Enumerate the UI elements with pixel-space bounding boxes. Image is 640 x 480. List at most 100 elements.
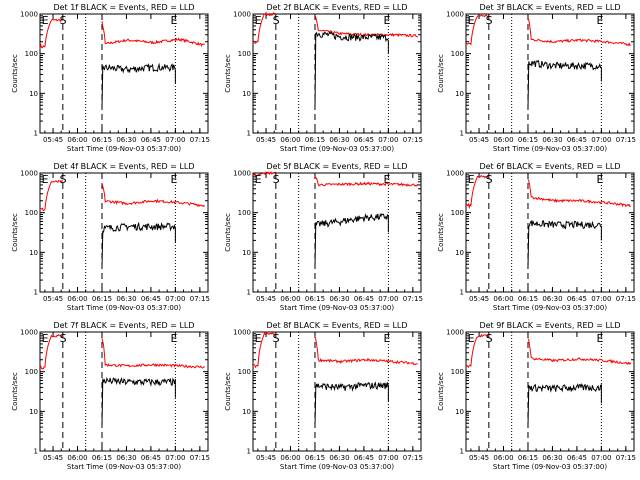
detector-panel-7 <box>39 331 209 452</box>
event-marker-label: S <box>486 173 493 186</box>
x-tick-label: 06:15 <box>518 295 538 303</box>
plot-frame <box>39 172 209 293</box>
y-tick-label: 10 <box>242 249 251 257</box>
lld-series-post <box>527 17 631 47</box>
detector-panel-5 <box>252 171 422 293</box>
y-axis-label: Counts/sec <box>11 372 19 411</box>
lld-series-pre <box>39 334 63 370</box>
plot-frame <box>465 331 635 452</box>
y-axis-label: Counts/sec <box>11 54 19 93</box>
x-tick-label: 05:45 <box>256 295 276 303</box>
plot-frame <box>252 172 422 293</box>
panel-title: Det 6f BLACK = Events, RED = LLD <box>479 162 620 171</box>
x-tick-label: 06:30 <box>542 295 562 303</box>
y-tick-label: 1000 <box>233 170 251 178</box>
events-series <box>314 30 389 110</box>
y-tick-label: 1 <box>247 130 251 138</box>
y-axis-label: Counts/sec <box>437 54 445 93</box>
x-tick-label: 07:00 <box>591 136 611 144</box>
lld-series-pre <box>39 179 63 212</box>
plot-frame <box>39 13 209 134</box>
events-series <box>314 212 389 269</box>
x-tick-label: 06:15 <box>92 295 112 303</box>
event-marker-label: E <box>596 173 603 186</box>
lld-series-post <box>314 336 418 366</box>
lld-series-post <box>314 14 418 38</box>
x-tick-label: 07:00 <box>378 136 398 144</box>
x-tick-label: 06:45 <box>141 454 161 462</box>
x-tick-label: 05:45 <box>43 295 63 303</box>
event-marker-label: E <box>170 14 177 27</box>
x-axis-label: Start Time (09-Nov-03 05:37:00) <box>493 463 607 471</box>
y-tick-label: 1 <box>247 448 251 456</box>
lld-series-pre <box>465 14 490 46</box>
y-axis-label: Counts/sec <box>11 213 19 252</box>
x-tick-label: 06:45 <box>354 454 374 462</box>
x-tick-label: 07:00 <box>591 454 611 462</box>
y-tick-label: 10 <box>29 408 38 416</box>
plot-frame <box>252 331 422 452</box>
x-tick-label: 06:30 <box>542 136 562 144</box>
panel-title: Det 9f BLACK = Events, RED = LLD <box>479 321 620 330</box>
lld-series-post <box>527 179 631 208</box>
y-tick-label: 10 <box>455 249 464 257</box>
x-tick-label: 06:00 <box>67 295 87 303</box>
detector-panel-9 <box>465 331 635 452</box>
event-marker-label: S <box>273 14 280 27</box>
x-axis-label: Start Time (09-Nov-03 05:37:00) <box>493 304 607 312</box>
panel-title: Det 1f BLACK = Events, RED = LLD <box>53 3 194 12</box>
x-tick-label: 07:00 <box>165 295 185 303</box>
x-tick-label: 05:45 <box>256 454 276 462</box>
y-tick-label: 1 <box>247 289 251 297</box>
y-tick-label: 100 <box>238 50 251 58</box>
lld-series-pre <box>252 171 277 177</box>
y-tick-label: 10 <box>242 90 251 98</box>
detector-panel-4 <box>39 172 209 293</box>
lld-series-post <box>314 175 419 187</box>
event-marker-label: E <box>170 173 177 186</box>
plot-frame <box>465 13 635 134</box>
x-tick-label: 06:30 <box>542 454 562 462</box>
x-tick-label: 05:45 <box>469 454 489 462</box>
y-tick-label: 1000 <box>233 11 251 19</box>
y-tick-label: 1 <box>34 289 38 297</box>
detector-panel-6 <box>465 172 635 293</box>
x-tick-label: 06:00 <box>67 136 87 144</box>
y-tick-label: 1 <box>460 448 464 456</box>
x-tick-label: 06:45 <box>567 136 587 144</box>
event-marker-label: E <box>170 332 177 345</box>
x-tick-label: 06:15 <box>305 454 325 462</box>
y-tick-label: 1000 <box>20 11 38 19</box>
event-marker-label: E <box>255 14 262 27</box>
x-tick-label: 05:45 <box>469 136 489 144</box>
y-tick-label: 10 <box>242 408 251 416</box>
x-axis-label: Start Time (09-Nov-03 05:37:00) <box>280 145 394 153</box>
event-marker-label: S <box>273 173 280 186</box>
event-marker-label: E <box>42 173 49 186</box>
y-axis-label: Counts/sec <box>224 372 232 411</box>
detector-panel-1 <box>39 13 209 134</box>
x-tick-label: 05:45 <box>469 295 489 303</box>
y-tick-label: 1000 <box>20 170 38 178</box>
x-tick-label: 05:45 <box>256 136 276 144</box>
y-tick-label: 10 <box>455 408 464 416</box>
x-axis-label: Start Time (09-Nov-03 05:37:00) <box>493 145 607 153</box>
events-series <box>314 381 389 428</box>
x-tick-label: 07:15 <box>190 454 210 462</box>
event-marker-label: S <box>60 332 67 345</box>
x-axis-label: Start Time (09-Nov-03 05:37:00) <box>280 463 394 471</box>
y-tick-label: 100 <box>25 209 38 217</box>
x-tick-label: 06:00 <box>280 295 300 303</box>
x-tick-label: 07:15 <box>616 136 636 144</box>
x-tick-label: 06:30 <box>116 454 136 462</box>
y-tick-label: 100 <box>238 209 251 217</box>
y-tick-label: 1 <box>460 130 464 138</box>
y-tick-label: 1 <box>460 289 464 297</box>
y-tick-label: 100 <box>451 209 464 217</box>
x-tick-label: 07:15 <box>190 295 210 303</box>
y-tick-label: 10 <box>29 90 38 98</box>
event-marker-label: E <box>596 332 603 345</box>
lld-series-pre <box>39 18 64 49</box>
y-tick-label: 100 <box>25 50 38 58</box>
x-tick-label: 06:30 <box>329 295 349 303</box>
